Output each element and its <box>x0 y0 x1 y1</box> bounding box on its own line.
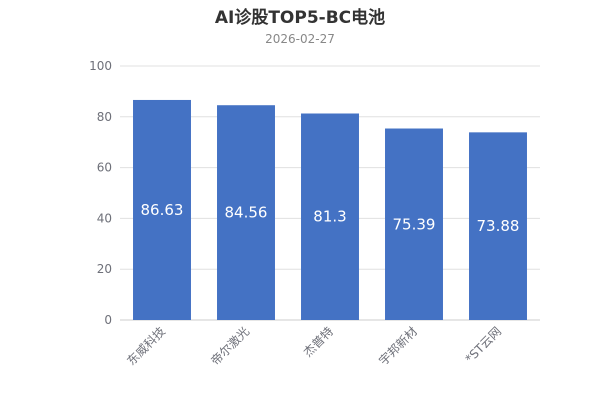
y-tick-label: 80 <box>97 110 112 124</box>
bar[interactable] <box>469 132 527 320</box>
y-tick-label: 60 <box>97 161 112 175</box>
x-tick-label: 帝尔激光 <box>208 324 253 369</box>
x-tick-label: 宇邦新材 <box>376 324 421 369</box>
x-tick-label: *ST云网 <box>462 324 504 366</box>
bar[interactable] <box>385 128 443 320</box>
chart-subtitle: 2026-02-27 <box>265 32 335 46</box>
data-label: 86.63 <box>141 201 184 219</box>
bar[interactable] <box>301 113 359 320</box>
bar[interactable] <box>133 99 191 320</box>
x-tick-label: 东威科技 <box>124 324 168 368</box>
y-tick-label: 20 <box>97 262 112 276</box>
y-tick-label: 100 <box>89 59 112 73</box>
y-tick-label: 0 <box>104 313 112 327</box>
data-label: 84.56 <box>225 204 268 222</box>
x-tick-label: 杰普特 <box>300 324 336 360</box>
bar[interactable] <box>217 105 275 321</box>
chart-title: AI诊股TOP5-BC电池 <box>214 8 386 28</box>
data-label: 75.39 <box>393 215 436 233</box>
data-label: 81.3 <box>313 208 346 226</box>
y-tick-label: 40 <box>97 211 112 225</box>
data-label: 73.88 <box>477 217 520 235</box>
